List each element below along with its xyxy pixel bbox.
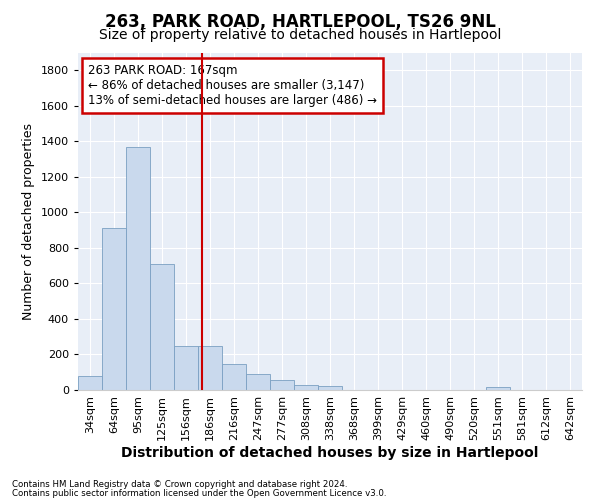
Bar <box>150 264 174 390</box>
Bar <box>102 228 126 390</box>
Text: 263, PARK ROAD, HARTLEPOOL, TS26 9NL: 263, PARK ROAD, HARTLEPOOL, TS26 9NL <box>104 12 496 30</box>
Text: 263 PARK ROAD: 167sqm
← 86% of detached houses are smaller (3,147)
13% of semi-d: 263 PARK ROAD: 167sqm ← 86% of detached … <box>88 64 377 108</box>
Bar <box>174 346 198 390</box>
Bar <box>78 376 102 390</box>
Text: Size of property relative to detached houses in Hartlepool: Size of property relative to detached ho… <box>99 28 501 42</box>
Bar <box>270 380 294 390</box>
Bar <box>486 387 510 390</box>
Bar <box>126 146 150 390</box>
X-axis label: Distribution of detached houses by size in Hartlepool: Distribution of detached houses by size … <box>121 446 539 460</box>
Bar <box>294 384 318 390</box>
Bar <box>246 374 270 390</box>
Bar <box>318 386 342 390</box>
Y-axis label: Number of detached properties: Number of detached properties <box>22 122 35 320</box>
Text: Contains public sector information licensed under the Open Government Licence v3: Contains public sector information licen… <box>12 489 386 498</box>
Text: Contains HM Land Registry data © Crown copyright and database right 2024.: Contains HM Land Registry data © Crown c… <box>12 480 347 489</box>
Bar <box>222 364 246 390</box>
Bar <box>198 346 222 390</box>
